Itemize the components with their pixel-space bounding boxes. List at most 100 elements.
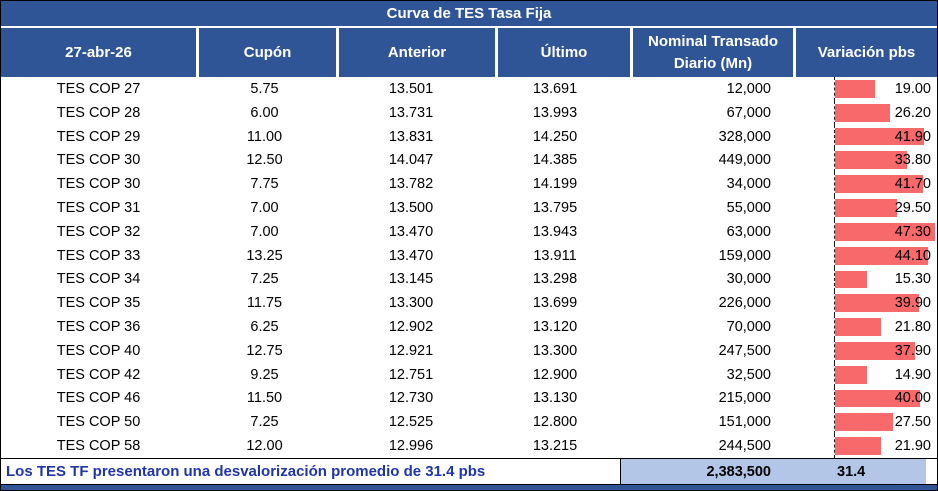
cell-nominal[interactable]: 449,000 bbox=[718, 152, 771, 169]
cell-nominal[interactable]: 247,500 bbox=[718, 342, 771, 359]
cell-nominal[interactable]: 328,000 bbox=[718, 128, 771, 145]
cell-nominal[interactable]: 226,000 bbox=[718, 295, 771, 312]
cell-anterior[interactable]: 13.470 bbox=[388, 223, 434, 240]
cell-variacion[interactable]: 37.90 bbox=[781, 338, 937, 363]
cell-nominal[interactable]: 215,000 bbox=[718, 390, 771, 407]
table-title[interactable]: Curva de TES Tasa Fija bbox=[1, 1, 937, 28]
cell-ultimo[interactable]: 13.298 bbox=[532, 271, 578, 288]
cell-cupon[interactable]: 6.25 bbox=[250, 319, 279, 336]
table-row[interactable]: TES COP 30 12.50 14.047 14.385 449,000 33.80 bbox=[1, 148, 937, 173]
table-row[interactable]: TES COP 50 7.25 12.525 12.800 151,000 27.50 bbox=[1, 410, 937, 435]
cell-variacion[interactable]: 39.90 bbox=[781, 291, 937, 315]
cell-variacion[interactable]: 29.50 bbox=[781, 196, 937, 220]
cell-bond-name[interactable]: TES COP 46 bbox=[56, 390, 141, 407]
cell-bond-name[interactable]: TES COP 29 bbox=[56, 128, 141, 145]
cell-nominal[interactable]: 151,000 bbox=[718, 414, 771, 431]
table-row[interactable]: TES COP 36 6.25 12.902 13.120 70,000 21.80 bbox=[1, 315, 937, 339]
cell-anterior[interactable]: 14.047 bbox=[388, 152, 434, 169]
cell-bond-name[interactable]: TES COP 34 bbox=[56, 271, 141, 288]
cell-cupon[interactable]: 12.50 bbox=[246, 152, 283, 169]
cell-nominal[interactable]: 63,000 bbox=[726, 223, 771, 240]
cell-nominal[interactable]: 32,500 bbox=[726, 366, 771, 383]
cell-cupon[interactable]: 12.75 bbox=[246, 342, 283, 359]
table-row[interactable]: TES COP 34 7.25 13.145 13.298 30,000 15.30 bbox=[1, 267, 937, 292]
cell-cupon[interactable]: 11.50 bbox=[246, 390, 283, 407]
cell-ultimo[interactable]: 13.215 bbox=[532, 438, 578, 455]
cell-ultimo[interactable]: 13.699 bbox=[532, 295, 578, 312]
cell-cupon[interactable]: 9.25 bbox=[250, 366, 279, 383]
cell-anterior[interactable]: 12.751 bbox=[388, 366, 434, 383]
cell-variacion[interactable]: 19.00 bbox=[781, 77, 937, 101]
table-row[interactable]: TES COP 35 11.75 13.300 13.699 226,000 39.90 bbox=[1, 291, 937, 315]
column-header-cupon[interactable]: Cupón bbox=[199, 28, 336, 77]
table-row[interactable]: TES COP 42 9.25 12.751 12.900 32,500 14.90 bbox=[1, 362, 937, 387]
cell-cupon[interactable]: 7.25 bbox=[250, 271, 279, 288]
cell-anterior[interactable]: 12.921 bbox=[388, 342, 434, 359]
cell-ultimo[interactable]: 13.691 bbox=[532, 80, 578, 97]
cell-anterior[interactable]: 13.470 bbox=[388, 247, 434, 264]
cell-cupon[interactable]: 13.25 bbox=[246, 247, 283, 264]
cell-ultimo[interactable]: 13.120 bbox=[532, 319, 578, 336]
cell-ultimo[interactable]: 14.199 bbox=[532, 176, 578, 193]
cell-anterior[interactable]: 13.782 bbox=[388, 176, 434, 193]
cell-variacion[interactable]: 21.90 bbox=[781, 434, 937, 458]
table-row[interactable]: TES COP 33 13.25 13.470 13.911 159,000 44.10 bbox=[1, 243, 937, 268]
cell-variacion[interactable]: 41.70 bbox=[781, 172, 937, 196]
cell-nominal[interactable]: 159,000 bbox=[718, 247, 771, 264]
cell-anterior[interactable]: 13.300 bbox=[388, 295, 434, 312]
column-header-anterior[interactable]: Anterior bbox=[339, 28, 495, 77]
table-row[interactable]: TES COP 30 7.75 13.782 14.199 34,000 41.70 bbox=[1, 172, 937, 196]
cell-ultimo[interactable]: 13.993 bbox=[532, 104, 578, 121]
cell-variacion[interactable]: 40.00 bbox=[781, 386, 937, 411]
cell-variacion[interactable]: 47.30 bbox=[781, 219, 937, 244]
variacion-average-cell[interactable]: 31.4 bbox=[781, 459, 937, 484]
cell-ultimo[interactable]: 12.900 bbox=[532, 366, 578, 383]
cell-anterior[interactable]: 12.525 bbox=[388, 414, 434, 431]
cell-ultimo[interactable]: 12.800 bbox=[532, 414, 578, 431]
cell-cupon[interactable]: 7.75 bbox=[250, 176, 279, 193]
cell-variacion[interactable]: 21.80 bbox=[781, 315, 937, 339]
column-header-ultimo[interactable]: Último bbox=[498, 28, 630, 77]
cell-bond-name[interactable]: TES COP 28 bbox=[56, 104, 141, 121]
cell-variacion[interactable]: 26.20 bbox=[781, 100, 937, 125]
cell-variacion[interactable]: 14.90 bbox=[781, 362, 937, 387]
cell-bond-name[interactable]: TES COP 35 bbox=[56, 295, 141, 312]
nominal-total-cell[interactable]: 2,383,500 bbox=[621, 459, 781, 484]
cell-ultimo[interactable]: 13.795 bbox=[532, 199, 578, 216]
cell-anterior[interactable]: 13.145 bbox=[388, 271, 434, 288]
cell-anterior[interactable]: 12.996 bbox=[388, 438, 434, 455]
cell-ultimo[interactable]: 13.300 bbox=[532, 342, 578, 359]
cell-bond-name[interactable]: TES COP 40 bbox=[56, 342, 141, 359]
cell-nominal[interactable]: 70,000 bbox=[726, 319, 771, 336]
cell-ultimo[interactable]: 13.943 bbox=[532, 223, 578, 240]
cell-cupon[interactable]: 6.00 bbox=[250, 104, 279, 121]
cell-variacion[interactable]: 15.30 bbox=[781, 267, 937, 292]
cell-bond-name[interactable]: TES COP 42 bbox=[56, 366, 141, 383]
table-row[interactable]: TES COP 28 6.00 13.731 13.993 67,000 26.20 bbox=[1, 100, 937, 125]
cell-nominal[interactable]: 34,000 bbox=[726, 176, 771, 193]
table-row[interactable]: TES COP 32 7.00 13.470 13.943 63,000 47.30 bbox=[1, 219, 937, 244]
column-header-nominal[interactable]: Nominal Transado Diario (Mn) bbox=[633, 28, 793, 77]
cell-cupon[interactable]: 12.00 bbox=[246, 438, 283, 455]
cell-anterior[interactable]: 13.500 bbox=[388, 199, 434, 216]
cell-cupon[interactable]: 7.25 bbox=[250, 414, 279, 431]
cell-ultimo[interactable]: 14.250 bbox=[532, 128, 578, 145]
cell-cupon[interactable]: 11.00 bbox=[246, 128, 283, 145]
cell-variacion[interactable]: 33.80 bbox=[781, 148, 937, 173]
cell-variacion[interactable]: 41.90 bbox=[781, 124, 937, 149]
table-row[interactable]: TES COP 58 12.00 12.996 13.215 244,500 21.90 bbox=[1, 434, 937, 458]
cell-bond-name[interactable]: TES COP 30 bbox=[56, 152, 141, 169]
table-row[interactable]: TES COP 27 5.75 13.501 13.691 12,000 19.00 bbox=[1, 77, 937, 101]
column-header-date[interactable]: 27-abr-26 bbox=[1, 28, 196, 77]
table-row[interactable]: TES COP 40 12.75 12.921 13.300 247,500 37.90 bbox=[1, 338, 937, 363]
cell-bond-name[interactable]: TES COP 27 bbox=[56, 80, 141, 97]
cell-variacion[interactable]: 27.50 bbox=[781, 410, 937, 435]
cell-cupon[interactable]: 7.00 bbox=[250, 199, 279, 216]
cell-nominal[interactable]: 30,000 bbox=[726, 271, 771, 288]
cell-nominal[interactable]: 67,000 bbox=[726, 104, 771, 121]
cell-nominal[interactable]: 55,000 bbox=[726, 199, 771, 216]
cell-anterior[interactable]: 12.730 bbox=[388, 390, 434, 407]
table-row[interactable]: TES COP 46 11.50 12.730 13.130 215,000 40.00 bbox=[1, 386, 937, 411]
cell-anterior[interactable]: 13.731 bbox=[388, 104, 434, 121]
cell-ultimo[interactable]: 13.911 bbox=[533, 247, 577, 264]
